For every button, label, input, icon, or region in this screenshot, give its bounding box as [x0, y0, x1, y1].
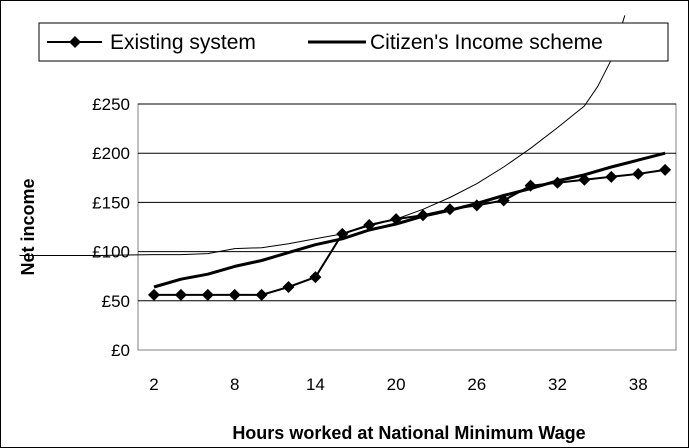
data-point-diamond: [524, 179, 537, 192]
y-tick-label: £0: [111, 341, 130, 360]
y-tick-label: £200: [92, 144, 130, 163]
data-point-diamond: [309, 271, 322, 284]
series-line-2: [19, 15, 626, 256]
data-point-diamond: [255, 288, 268, 301]
data-point-diamond: [201, 288, 214, 301]
data-point-diamond: [282, 281, 295, 294]
plot-area: [137, 103, 677, 351]
legend-diamond-icon: [69, 36, 81, 48]
data-point-diamond: [174, 288, 187, 301]
y-tick-label: £250: [92, 95, 130, 114]
data-point-diamond: [551, 176, 564, 189]
legend-label-citizens: Citizen's Income scheme: [370, 31, 603, 54]
data-point-diamond: [497, 194, 510, 207]
data-point-diamond: [228, 288, 241, 301]
y-tick-label: £150: [92, 193, 130, 212]
x-tick-label: 8: [230, 375, 239, 394]
x-axis-title: Hours worked at National Minimum Wage: [232, 423, 585, 443]
data-point-diamond: [336, 227, 349, 240]
x-tick-label: 26: [467, 375, 486, 394]
data-point-diamond: [632, 167, 645, 180]
x-tick-label: 20: [387, 375, 406, 394]
data-point-diamond: [659, 163, 672, 176]
data-point-diamond: [390, 213, 403, 226]
x-tick-label: 38: [629, 375, 648, 394]
y-tick-label: £50: [102, 292, 130, 311]
data-point-diamond: [578, 173, 591, 186]
x-axis-tick-labels: 2 8 14 20 26 32 38: [149, 375, 647, 394]
x-tick-label: 2: [149, 375, 158, 394]
y-tick-label: £100: [92, 243, 130, 262]
data-point-diamond: [148, 288, 160, 301]
data-point-diamond: [470, 199, 483, 212]
y-axis-tick-labels: £0 £50 £100 £150 £200 £250: [92, 95, 130, 360]
data-markers: [148, 163, 672, 301]
legend: Existing system Citizen's Income scheme: [38, 22, 669, 62]
x-tick-label: 14: [306, 375, 325, 394]
data-point-diamond: [443, 203, 456, 216]
data-point-diamond: [605, 170, 618, 183]
x-tick-label: 32: [548, 375, 567, 394]
data-point-diamond: [363, 219, 376, 232]
series-line-1: [153, 151, 666, 289]
legend-label-existing: Existing system: [110, 31, 256, 54]
y-axis-title: Net income: [18, 178, 38, 275]
data-point-diamond: [417, 209, 429, 222]
